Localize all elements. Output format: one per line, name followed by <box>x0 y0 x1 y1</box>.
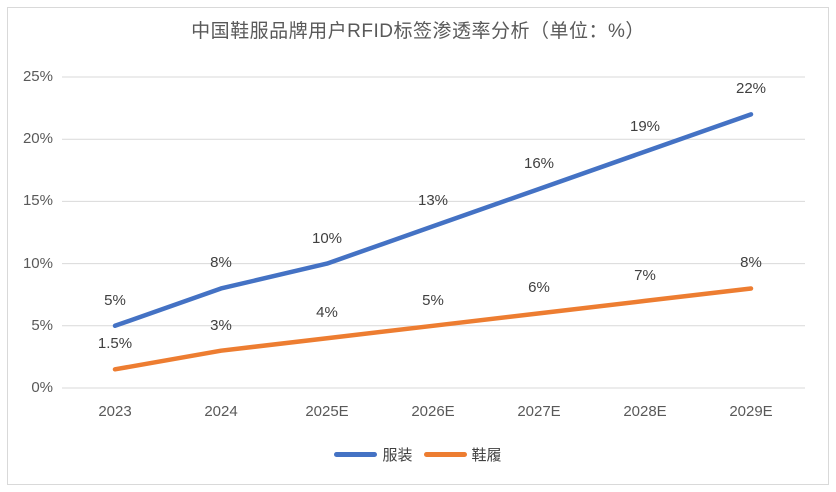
data-label-apparel-2025E: 10% <box>311 229 343 247</box>
y-tick-label: 0% <box>31 379 53 396</box>
x-tick-label: 2026E <box>411 403 455 420</box>
legend-item-apparel: 服装 <box>334 444 413 465</box>
y-tick-label: 10% <box>22 254 53 272</box>
legend-label-footwear: 鞋履 <box>471 447 502 464</box>
legend-swatch-footwear-icon <box>423 452 467 457</box>
data-label-footwear-2028E: 7% <box>634 266 656 284</box>
legend-label-apparel: 服装 <box>382 447 413 464</box>
data-label-apparel-2028E: 19% <box>629 117 661 135</box>
data-label-footwear-2029E: 8% <box>740 254 762 272</box>
legend-swatch-apparel-icon <box>334 452 378 457</box>
data-label-apparel-2024: 8% <box>210 254 232 272</box>
data-label-apparel-2027E: 16% <box>523 154 555 172</box>
data-label-footwear-2023: 1.5% <box>97 335 133 353</box>
x-tick-label: 2023 <box>98 403 132 420</box>
legend-item-footwear: 鞋履 <box>423 444 502 465</box>
x-tick-label: 2025E <box>305 403 349 420</box>
y-tick-label: 15% <box>22 192 53 210</box>
chart-border-frame <box>7 7 829 485</box>
chart-legend: 服装 鞋履 <box>0 444 836 465</box>
series-line-apparel <box>112 112 754 329</box>
y-tick-label: 20% <box>22 130 53 148</box>
series-line-footwear <box>112 286 754 372</box>
x-tick-label: 2029E <box>729 403 773 420</box>
chart-title: 中国鞋服品牌用户RFID标签渗透率分析（单位：%） <box>191 21 645 42</box>
data-label-footwear-2027E: 6% <box>528 279 550 297</box>
x-tick-label: 2024 <box>204 403 238 420</box>
x-tick-label: 2027E <box>517 403 561 420</box>
data-label-apparel-2023: 5% <box>104 291 126 309</box>
data-label-apparel-2029E: 22% <box>735 80 767 98</box>
y-tick-label: 25% <box>22 68 53 85</box>
y-tick-label: 5% <box>31 316 53 334</box>
data-label-footwear-2026E: 5% <box>422 291 444 309</box>
x-tick-label: 2028E <box>623 403 667 420</box>
data-label-apparel-2026E: 13% <box>417 192 449 210</box>
data-label-footwear-2025E: 4% <box>316 304 338 322</box>
data-label-footwear-2024: 3% <box>210 316 232 334</box>
